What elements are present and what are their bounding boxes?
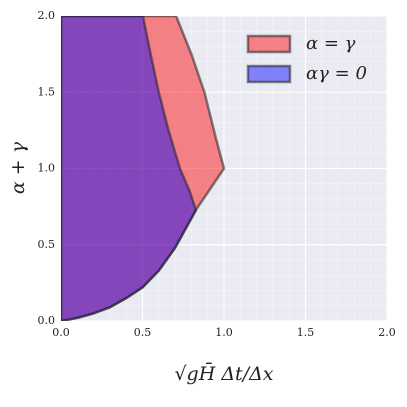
area xyxy=(61,16,198,321)
legend-swatch xyxy=(246,64,292,84)
y-tick-label: 1.5 xyxy=(38,85,56,98)
y-tick-label: 1.0 xyxy=(38,162,56,175)
y-tick-label: 2.0 xyxy=(38,9,56,22)
y-axis-label: α + γ xyxy=(7,141,29,194)
y-tick-label: 0.0 xyxy=(38,314,56,327)
legend-label: α = γ xyxy=(306,33,356,54)
legend-label: αγ = 0 xyxy=(306,63,367,84)
x-tick-label: 0.0 xyxy=(52,326,70,339)
x-tick-label: 1.0 xyxy=(215,326,233,339)
x-tick-label: 0.5 xyxy=(134,326,152,339)
x-tick-label: 1.5 xyxy=(297,326,315,339)
y-tick-label: 0.5 xyxy=(38,238,56,251)
x-tick-label: 2.0 xyxy=(378,326,396,339)
x-axis-label: √gH̄ Δt/Δx xyxy=(174,362,273,385)
legend-swatch xyxy=(246,34,292,54)
